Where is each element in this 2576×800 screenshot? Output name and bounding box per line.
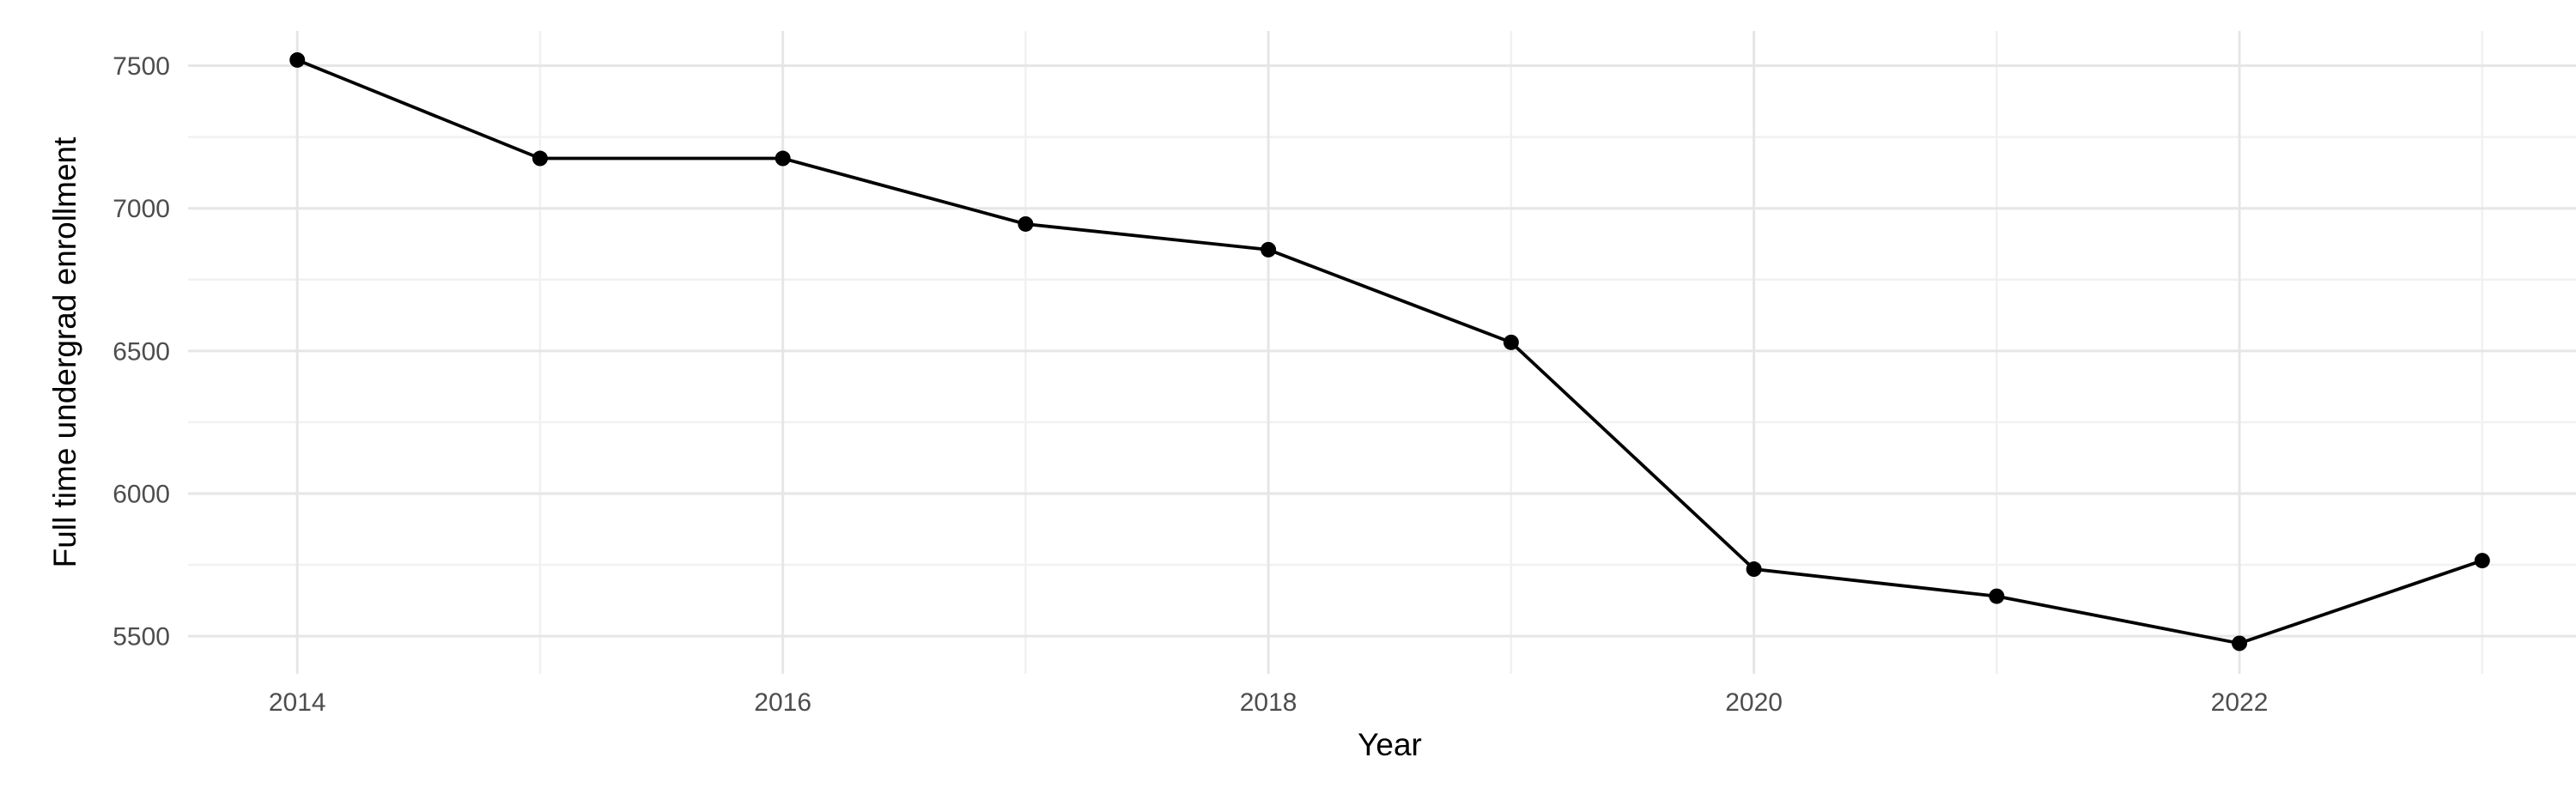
data-point-2023 [2474, 553, 2490, 569]
x-tick-label-2016: 2016 [754, 688, 811, 717]
x-tick-label-2014: 2014 [269, 688, 326, 717]
data-point-2018 [1261, 241, 1277, 258]
y-axis-title: Full time undergrad enrollment [47, 136, 82, 568]
line-series-layer [289, 52, 2490, 652]
chart-canvas: 2014 2016 2018 2020 2022 5500 6000 6500 7000 750… [47, 31, 2576, 762]
y-tick-label-5500: 5500 [112, 623, 170, 652]
y-tick-label-7500: 7500 [112, 52, 170, 81]
y-tick-label-6500: 6500 [112, 337, 170, 366]
minor-gridlines-layer [188, 31, 2576, 674]
data-point-2022 [2232, 635, 2248, 652]
y-axis-tick-labels: 5500 6000 6500 7000 7500 [112, 52, 170, 652]
data-point-2021 [1989, 588, 2005, 604]
x-tick-label-2018: 2018 [1240, 688, 1297, 717]
data-point-2017 [1018, 215, 1034, 232]
major-gridlines-layer [188, 31, 2576, 674]
data-point-2020 [1746, 561, 1762, 578]
enrollment-line-chart-figure: 2014 2016 2018 2020 2022 5500 6000 6500 7000 750… [34, 14, 2576, 786]
x-tick-label-2020: 2020 [1725, 688, 1783, 717]
data-point-2015 [532, 150, 548, 167]
data-point-2014 [289, 52, 306, 68]
y-tick-label-7000: 7000 [112, 195, 170, 223]
data-point-2019 [1503, 334, 1519, 350]
data-point-2016 [775, 150, 791, 167]
x-axis-tick-labels: 2014 2016 2018 2020 2022 [269, 688, 2269, 717]
enrollment-trend-line [296, 58, 2483, 645]
x-axis-title: Year [1358, 727, 1422, 762]
x-tick-label-2022: 2022 [2211, 688, 2269, 717]
y-tick-label-6000: 6000 [112, 480, 170, 508]
